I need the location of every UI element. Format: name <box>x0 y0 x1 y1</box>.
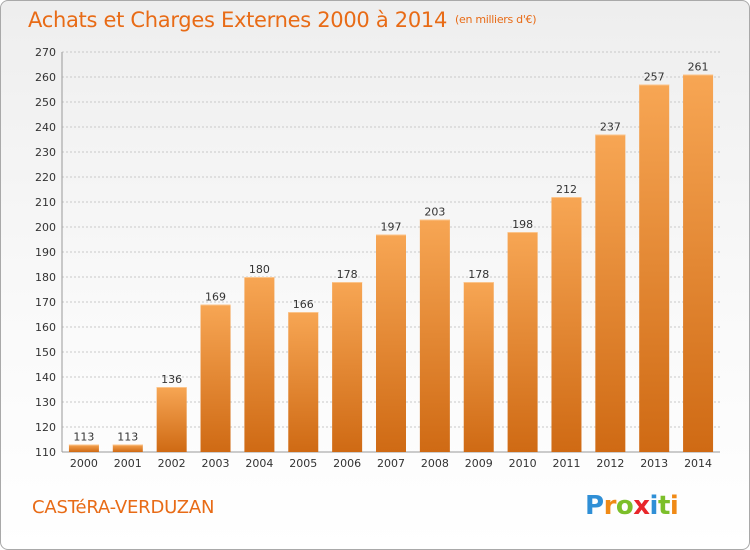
bars <box>68 74 714 452</box>
chart-title: Achats et Charges Externes 2000 à 2014 (e… <box>28 8 537 32</box>
commune-name: CASTéRA-VERDUZAN <box>32 497 215 518</box>
y-tick-label: 170 <box>35 296 56 309</box>
logo-letter: r <box>603 491 617 521</box>
bar-2013 <box>639 84 670 452</box>
data-label: 237 <box>600 121 621 134</box>
y-tick-label: 190 <box>35 246 56 259</box>
logo-letter: P <box>585 491 604 521</box>
bar-2007 <box>376 234 406 452</box>
y-tick-label: 260 <box>35 71 56 84</box>
y-tick-label: 230 <box>35 146 56 159</box>
x-tick-label: 2013 <box>640 457 668 470</box>
x-tick-label: 2011 <box>552 457 580 470</box>
bar-2014 <box>683 74 714 452</box>
bar-2008 <box>419 219 450 452</box>
data-label: 257 <box>644 71 665 84</box>
y-tick-label: 130 <box>35 396 56 409</box>
y-tick-label: 250 <box>35 96 56 109</box>
y-tick-label: 180 <box>35 271 56 284</box>
x-tick-label: 2003 <box>202 457 230 470</box>
bar-2003 <box>200 304 231 452</box>
y-tick-label: 140 <box>35 371 56 384</box>
data-label: 113 <box>73 431 94 444</box>
chart-title-text: Achats et Charges Externes 2000 à 2014 <box>28 8 448 32</box>
x-tick-label: 2002 <box>158 457 186 470</box>
x-tick-label: 2004 <box>245 457 273 470</box>
bar-2009 <box>463 282 494 452</box>
bar-2006 <box>332 282 363 452</box>
y-tick-label: 160 <box>35 321 56 334</box>
bar-2004 <box>244 277 275 452</box>
data-label: 166 <box>293 298 314 311</box>
y-tick-label: 270 <box>35 46 56 59</box>
x-tick-label: 2001 <box>114 457 142 470</box>
x-tick-label: 2014 <box>684 457 712 470</box>
y-tick-label: 210 <box>35 196 56 209</box>
data-label: 203 <box>424 206 445 219</box>
logo-letter: i <box>669 491 679 521</box>
bar-2005 <box>288 312 319 452</box>
x-tick-label: 2006 <box>333 457 361 470</box>
bar-2001 <box>112 444 143 452</box>
y-tick-label: 120 <box>35 421 56 434</box>
x-tick-label: 2009 <box>465 457 493 470</box>
data-label: 261 <box>688 61 709 74</box>
y-tick-label: 240 <box>35 121 56 134</box>
y-tick-label: 150 <box>35 346 56 359</box>
logo-letter: t <box>657 491 670 521</box>
y-tick-label: 220 <box>35 171 56 184</box>
x-tick-label: 2010 <box>509 457 537 470</box>
x-tick-label: 2000 <box>70 457 98 470</box>
data-labels: 113 113 136 169 180 166 178 197 203 178 198 212 237 2… <box>73 61 708 444</box>
x-tick-label: 2012 <box>596 457 624 470</box>
x-tick-label: 2008 <box>421 457 449 470</box>
x-tick-label: 2007 <box>377 457 405 470</box>
y-tick-label: 200 <box>35 221 56 234</box>
proxiti-logo[interactable]: Proxiti <box>585 491 679 521</box>
data-label: 198 <box>512 218 533 231</box>
x-tick-label: 2005 <box>289 457 317 470</box>
bar-2011 <box>551 197 582 452</box>
data-label: 180 <box>249 263 270 276</box>
data-label: 136 <box>161 373 182 386</box>
y-tick-label: 110 <box>35 446 56 459</box>
bar-2010 <box>507 232 538 452</box>
bar-2000 <box>68 444 99 452</box>
data-label: 178 <box>337 268 358 281</box>
data-label: 113 <box>117 431 138 444</box>
data-label: 212 <box>556 183 577 196</box>
logo-letter: i <box>649 491 659 521</box>
unit-note: (en milliers d'€) <box>455 13 537 26</box>
data-label: 169 <box>205 291 226 304</box>
bar-2012 <box>595 134 626 452</box>
bar-2002 <box>156 387 187 452</box>
logo-letter: o <box>615 491 634 521</box>
logo-letter: x <box>633 491 650 521</box>
tick-labels: 110 120 130 140 150 160 170 180 190 200 210 220 230 2… <box>35 46 712 470</box>
data-label: 197 <box>381 221 402 234</box>
data-label: 178 <box>468 268 489 281</box>
